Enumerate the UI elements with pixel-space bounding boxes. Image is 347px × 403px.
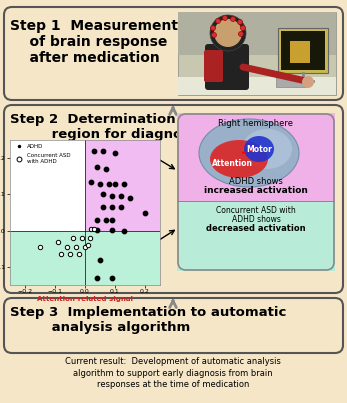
Bar: [10, 231, 160, 285]
Point: [121, 180, 127, 187]
Circle shape: [215, 19, 220, 23]
Text: Right hemisphere: Right hemisphere: [219, 119, 294, 128]
Point: [85, 242, 91, 248]
Text: Concurrent ASD with: Concurrent ASD with: [216, 206, 296, 215]
Point: [109, 274, 115, 281]
Point: [64, 244, 70, 250]
Bar: [177, 113, 335, 201]
Point: [67, 251, 73, 258]
Text: ADHD shows: ADHD shows: [229, 177, 283, 186]
Text: Attention: Attention: [212, 158, 253, 168]
Bar: [177, 201, 335, 271]
Point: [112, 180, 118, 187]
Ellipse shape: [210, 140, 268, 178]
Point: [70, 235, 76, 241]
Text: decreased activation: decreased activation: [206, 224, 306, 233]
Point: [91, 226, 97, 232]
Point: [100, 147, 106, 154]
Point: [100, 191, 106, 197]
Text: Step 2  Determination of optimal brain
         region for diagnosis: Step 2 Determination of optimal brain re…: [10, 113, 301, 141]
Bar: [178, 12, 336, 55]
Text: Motor: Motor: [246, 145, 272, 154]
Bar: [276, 77, 306, 87]
Point: [76, 251, 82, 258]
FancyBboxPatch shape: [4, 105, 343, 293]
Point: [142, 209, 148, 216]
Point: [127, 195, 133, 201]
Circle shape: [238, 31, 244, 37]
Point: [91, 147, 97, 154]
Circle shape: [214, 19, 242, 47]
Point: [94, 274, 100, 281]
Point: [109, 216, 115, 223]
Ellipse shape: [242, 129, 292, 169]
Text: Step 1  Measurement
    of brain response
    after medication: Step 1 Measurement of brain response aft…: [10, 19, 178, 65]
Point: [97, 180, 103, 187]
Point: [37, 244, 43, 250]
Point: [82, 244, 88, 250]
Bar: [290, 41, 310, 63]
Circle shape: [210, 15, 246, 51]
Ellipse shape: [244, 136, 274, 162]
Bar: [178, 77, 336, 95]
Point: [121, 227, 127, 234]
Point: [109, 193, 115, 199]
Circle shape: [212, 33, 217, 37]
Circle shape: [211, 25, 215, 31]
Point: [94, 164, 100, 170]
Bar: [278, 28, 328, 73]
Circle shape: [222, 15, 228, 21]
Bar: [281, 31, 325, 70]
Text: Step 3  Implementation to automatic
         analysis algorithm: Step 3 Implementation to automatic analy…: [10, 306, 286, 334]
Point: [88, 226, 94, 232]
Point: [100, 204, 106, 210]
Point: [88, 179, 94, 185]
Point: [118, 193, 124, 199]
Circle shape: [302, 76, 314, 88]
Ellipse shape: [199, 119, 299, 187]
Point: [79, 235, 85, 241]
Text: increased activation: increased activation: [204, 186, 308, 195]
Point: [97, 256, 103, 263]
Text: ADHD shows: ADHD shows: [231, 215, 280, 224]
Point: [103, 166, 109, 172]
Point: [87, 235, 92, 241]
Bar: [178, 12, 336, 95]
Point: [103, 216, 109, 223]
Bar: [221, 39, 235, 49]
Point: [106, 180, 112, 187]
Point: [94, 226, 100, 233]
Point: [94, 216, 100, 223]
Point: [58, 251, 64, 258]
Point: [109, 226, 115, 233]
Circle shape: [240, 25, 245, 31]
Circle shape: [230, 17, 236, 21]
FancyBboxPatch shape: [4, 7, 343, 100]
FancyBboxPatch shape: [204, 50, 223, 82]
FancyBboxPatch shape: [4, 298, 343, 353]
Point: [73, 244, 79, 250]
Legend: ADHD, Concurrent ASD
with ADHD: ADHD, Concurrent ASD with ADHD: [13, 143, 71, 165]
Circle shape: [237, 19, 243, 25]
Point: [118, 204, 124, 210]
FancyBboxPatch shape: [205, 44, 249, 90]
X-axis label: Attention-related signal: Attention-related signal: [37, 295, 133, 301]
Point: [55, 238, 61, 245]
Bar: [85, 140, 160, 231]
Point: [109, 204, 115, 210]
Text: Current result:  Development of automatic analysis
algorithm to support early di: Current result: Development of automatic…: [65, 357, 281, 389]
Point: [112, 150, 118, 156]
